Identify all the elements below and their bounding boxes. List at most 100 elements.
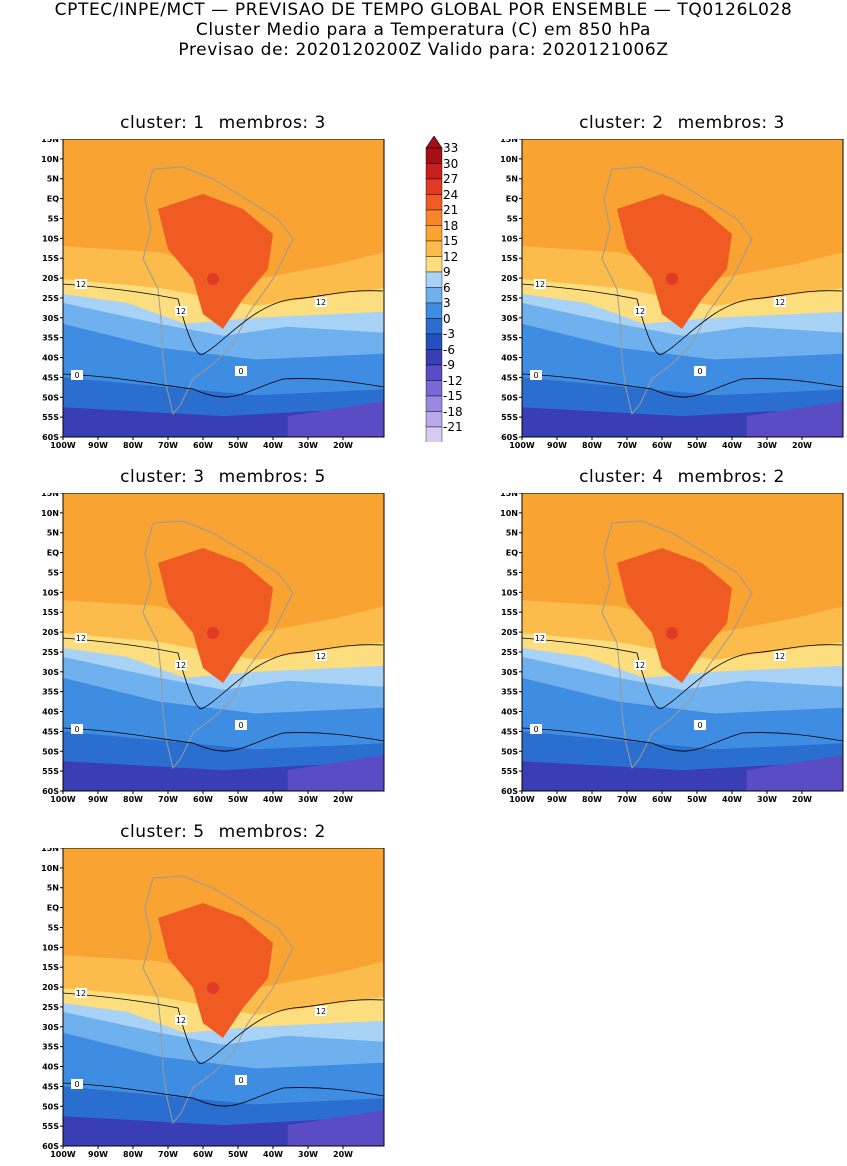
lat-tick-label: 5N	[506, 175, 518, 184]
coastline	[142, 520, 294, 770]
colorbar-label: 12	[443, 249, 459, 264]
contour-label-12-box	[175, 1015, 187, 1025]
band-minus9	[287, 1110, 384, 1146]
lat-tick-label: 20S	[42, 983, 59, 992]
colorbar-label: -3	[443, 327, 455, 341]
lon-tick-label: 50W	[228, 441, 248, 450]
colorbar-label: 21	[443, 203, 459, 217]
colorbar-label: 6	[443, 280, 451, 295]
membros-count: membros: 2	[677, 467, 785, 487]
contour-label-0-box	[235, 366, 247, 376]
lat-tick-label: EQ	[47, 904, 59, 913]
lat-tick-label: 20S	[501, 274, 518, 283]
contour-label-0-box	[235, 720, 247, 730]
lat-tick-label: 35S	[42, 688, 59, 697]
lon-tick-label: 30W	[298, 1150, 318, 1159]
lat-tick-label: 55S	[42, 1122, 59, 1131]
lat-tick-label: 55S	[42, 413, 59, 422]
lat-tick-label: 25S	[42, 294, 59, 303]
lat-tick-label: 30S	[501, 668, 518, 677]
panel-title: cluster: 1 membros: 3	[63, 113, 383, 133]
colorbar-swatch	[425, 395, 443, 412]
contour-0	[63, 727, 384, 752]
lat-tick-label: 5N	[506, 529, 518, 538]
contour-label-12: 12	[316, 1007, 326, 1016]
panel-title: cluster: 2 membros: 3	[522, 113, 842, 133]
colorbar-label: 0	[443, 311, 451, 326]
contour-label-0: 0	[74, 725, 79, 734]
lat-tick-label: 10N	[500, 155, 518, 164]
contour-label-0: 0	[74, 1080, 79, 1089]
colorbar-swatch	[425, 256, 443, 273]
lon-tick-label: 70W	[158, 441, 178, 450]
lat-tick-label: 15N	[41, 493, 59, 498]
colorbar-label: 3	[443, 296, 451, 310]
contour-label-12: 12	[176, 1016, 186, 1025]
hot-spot	[207, 627, 219, 639]
colorbar-label: 15	[443, 234, 459, 248]
lat-tick-label: 5S	[48, 568, 60, 577]
contour-0	[522, 727, 843, 752]
colorbar-label: 33	[443, 141, 459, 155]
warm-region	[158, 194, 273, 329]
lon-tick-label: 60W	[652, 795, 672, 804]
hot-spot	[666, 273, 678, 285]
lat-tick-label: 30S	[501, 314, 518, 323]
lon-tick-label: 100W	[50, 441, 76, 450]
cluster-number: cluster: 4	[579, 467, 664, 487]
lat-tick-label: 20S	[42, 628, 59, 637]
lat-tick-label: EQ	[47, 549, 59, 558]
lat-tick-label: 25S	[42, 1003, 59, 1012]
lat-tick-label: 35S	[501, 334, 518, 343]
colorbar-label: -9	[443, 358, 455, 372]
lat-tick-label: 15S	[501, 254, 518, 263]
lat-tick-label: 35S	[42, 1043, 59, 1052]
lat-tick-label: 45S	[501, 727, 518, 736]
contour-label-12: 12	[316, 298, 326, 307]
membros-count: membros: 5	[218, 467, 326, 487]
contour-label-12-box	[75, 279, 87, 289]
colorbar-swatch	[425, 426, 443, 442]
lat-tick-label: 35S	[501, 688, 518, 697]
lat-tick-label: 5N	[47, 529, 59, 538]
warm-region	[617, 194, 732, 329]
lat-tick-label: EQ	[506, 549, 518, 558]
lat-tick-label: 15N	[500, 139, 518, 144]
lat-tick-label: 45S	[42, 373, 59, 382]
contour-0	[63, 373, 384, 398]
lat-tick-label: 30S	[42, 314, 59, 323]
lon-tick-label: 100W	[509, 795, 535, 804]
lat-tick-label: 30S	[42, 1023, 59, 1032]
lat-tick-label: 10N	[41, 509, 59, 518]
band-minus9	[746, 401, 843, 437]
contour-label-12: 12	[316, 652, 326, 661]
lat-tick-label: 10S	[42, 234, 59, 243]
lon-tick-label: 60W	[193, 441, 213, 450]
lon-tick-label: 100W	[50, 795, 76, 804]
contour-label-0-box	[694, 720, 706, 730]
lat-tick-label: 25S	[501, 648, 518, 657]
coastline	[142, 875, 294, 1125]
lat-tick-label: 30S	[42, 668, 59, 677]
lon-tick-label: 20W	[333, 1150, 353, 1159]
contour-label-0: 0	[238, 367, 243, 376]
contour-label-12: 12	[635, 307, 645, 316]
warm-region	[158, 903, 273, 1038]
lat-tick-label: 5N	[47, 884, 59, 893]
contour-label-12-box	[175, 306, 187, 316]
colorbar-label: 24	[443, 187, 459, 202]
colorbar-swatch	[425, 380, 443, 397]
contour-0	[522, 373, 843, 398]
cluster-number: cluster: 2	[579, 113, 664, 133]
temperature-map: 12 12 12 0 0 15N 10N 5N EQ 5S 10S 15S 20S 25S 30S 35S 40…	[500, 139, 844, 450]
lat-tick-label: 10N	[41, 155, 59, 164]
contour-12	[63, 283, 384, 356]
lat-tick-label: 55S	[501, 413, 518, 422]
contour-label-12-box	[534, 279, 546, 289]
contour-label-0-box	[235, 1075, 247, 1085]
lon-tick-label: 20W	[333, 795, 353, 804]
colorbar-swatch	[425, 302, 443, 319]
lat-tick-label: 35S	[42, 334, 59, 343]
page-header: CPTEC/INPE/MCT — PREVISAO DE TEMPO GLOBA…	[0, 0, 847, 60]
lat-tick-label: 15S	[42, 963, 59, 972]
